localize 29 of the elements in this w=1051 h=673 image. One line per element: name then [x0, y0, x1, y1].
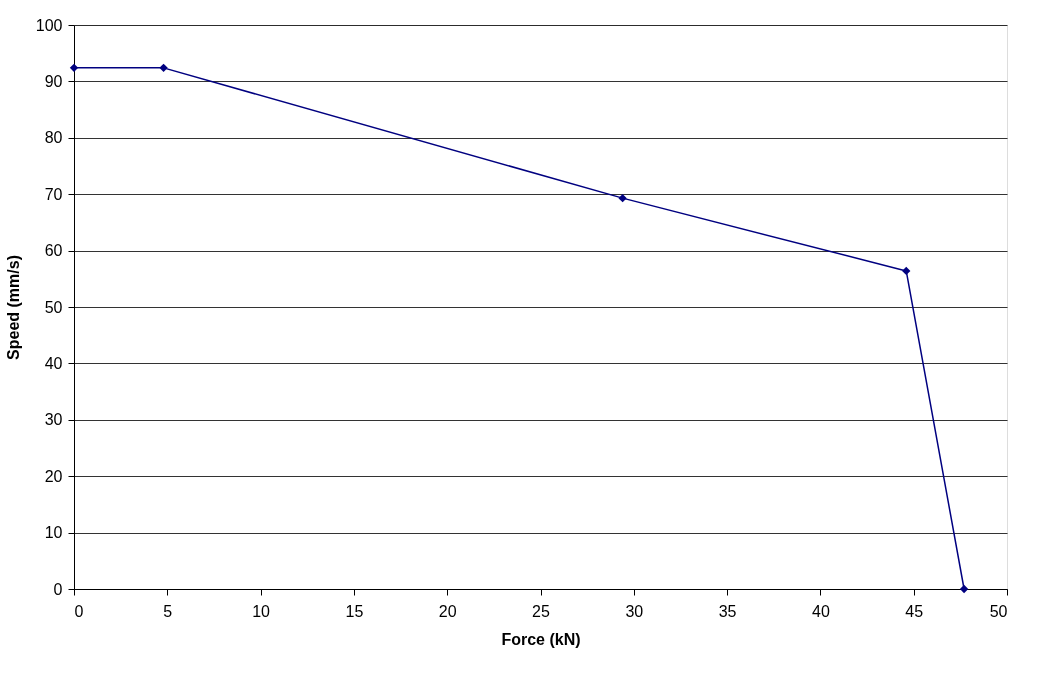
y-tick-label: 90 [44, 72, 63, 90]
x-tick-label: 15 [345, 602, 364, 620]
y-tick-label: 20 [44, 467, 63, 485]
y-tick-label: 70 [44, 185, 63, 203]
y-tick-label: 100 [35, 16, 63, 34]
y-tick-label: 30 [44, 411, 63, 429]
x-tick-label: 35 [718, 602, 737, 620]
y-tick-label: 60 [44, 242, 63, 260]
y-tick-label: 50 [44, 298, 63, 316]
x-tick-label: 45 [905, 602, 924, 620]
y-axis-title: Speed (mm/s) [4, 255, 22, 360]
x-tick-label: 0 [74, 602, 84, 620]
point [902, 266, 911, 276]
y-tick-label: 0 [53, 580, 63, 598]
y-tick-label: 80 [44, 129, 63, 147]
x-tick-label: 10 [252, 602, 271, 620]
point [159, 63, 168, 73]
point [959, 584, 969, 594]
y-tick-label: 40 [44, 354, 63, 372]
x-tick-label: 40 [812, 602, 830, 620]
y-tick-label: 10 [44, 524, 63, 542]
x-tick-label: 5 [163, 602, 173, 620]
point [618, 193, 627, 203]
x-axis-title: Force (kN) [501, 630, 581, 648]
x-tick-label: 20 [438, 602, 457, 620]
point [69, 63, 79, 73]
x-tick-label: 30 [625, 602, 644, 620]
x-tick-label: 25 [532, 602, 550, 620]
x-tick-label: 50 [989, 602, 1008, 620]
